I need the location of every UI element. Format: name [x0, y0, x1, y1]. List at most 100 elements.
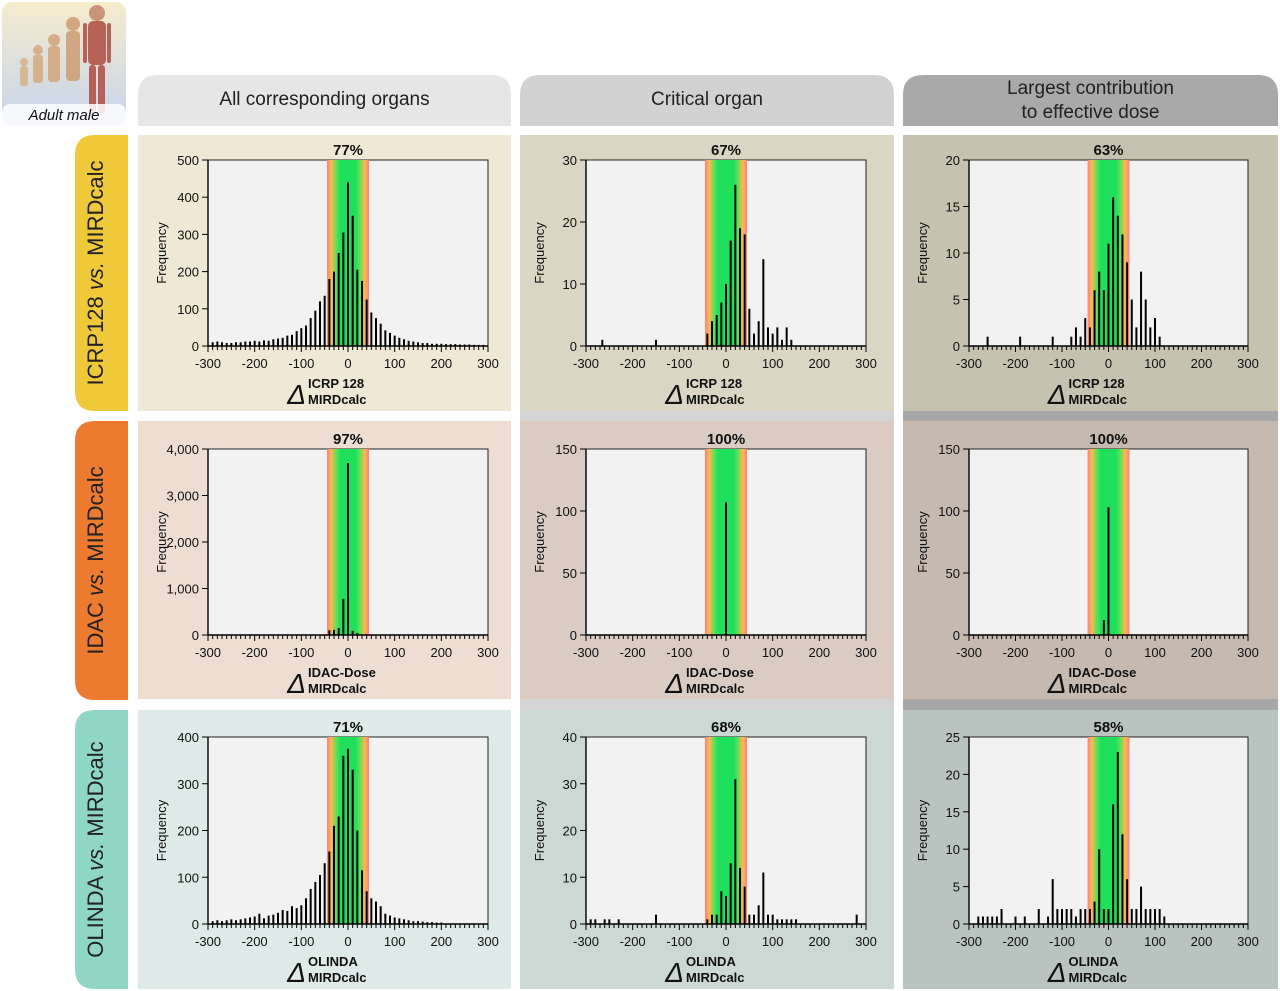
x-tick-label: 200	[430, 934, 452, 949]
y-tick-label: 10	[563, 277, 577, 292]
x-tick-label: 300	[477, 934, 499, 949]
agreement-percentage: 100%	[707, 431, 745, 448]
x-tick-label: -300	[195, 356, 221, 371]
x-axis-delta-label: Δ	[286, 379, 306, 410]
y-tick-label: 50	[946, 566, 960, 581]
x-tick-label: 300	[855, 645, 877, 660]
column-header: Largest contribution to effective dose	[903, 75, 1278, 126]
histogram-chart: -300 -200 -100 0 100 200 300 0 10 20 30 Frequency 67…	[532, 142, 877, 410]
column-headers: All corresponding organs Critical organ La…	[138, 75, 1278, 126]
x-tick-label: 300	[477, 356, 499, 371]
x-tick-label: 200	[808, 934, 830, 949]
x-axis-delta-label: Δ	[1047, 957, 1067, 988]
x-axis-superscript: ICRP 128	[1069, 376, 1125, 391]
x-tick-label: 200	[1191, 356, 1213, 371]
x-axis-subscript: MIRDcalc	[1069, 681, 1128, 696]
x-axis-delta-label: Δ	[286, 957, 306, 988]
x-axis-superscript: IDAC-Dose	[686, 665, 754, 680]
x-tick-label: -300	[573, 645, 599, 660]
x-tick-label: -200	[242, 645, 268, 660]
x-tick-label: 0	[1105, 645, 1112, 660]
histogram-chart: -300 -200 -100 0 100 200 300 0 1,000 2,000 3,000 4,…	[154, 431, 499, 699]
column-header-label: Critical organ	[651, 89, 763, 110]
x-tick-label: -300	[956, 934, 982, 949]
x-axis-delta-label: Δ	[664, 957, 684, 988]
x-axis-delta-label: Δ	[664, 379, 684, 410]
row-header-tab	[75, 135, 128, 411]
y-tick-label: 0	[953, 628, 960, 643]
y-tick-label: 100	[555, 504, 577, 519]
x-axis-delta-label: Δ	[1047, 668, 1067, 699]
x-tick-label: 100	[762, 356, 784, 371]
column-header-label: Largest contribution	[1007, 78, 1174, 99]
x-tick-label: -200	[620, 645, 646, 660]
x-tick-label: -300	[195, 645, 221, 660]
x-axis-delta-label: Δ	[664, 668, 684, 699]
y-tick-label: 3,000	[166, 489, 199, 504]
y-tick-label: 500	[177, 153, 199, 168]
y-tick-label: 50	[563, 566, 577, 581]
agreement-percentage: 68%	[711, 719, 741, 736]
histogram-chart: -300 -200 -100 0 100 200 300 0 100 200 300 400 500 Fr…	[154, 142, 499, 410]
agreement-percentage: 63%	[1093, 142, 1123, 159]
x-tick-label: -200	[1002, 645, 1028, 660]
column-header-tab	[903, 75, 1278, 126]
x-axis-superscript: OLINDA	[686, 954, 736, 969]
x-tick-label: 200	[808, 356, 830, 371]
y-axis-label: Frequency	[532, 799, 547, 861]
y-tick-label: 20	[563, 824, 577, 839]
x-tick-label: 300	[1237, 934, 1259, 949]
x-tick-label: -100	[288, 645, 314, 660]
x-axis-delta-label: Δ	[286, 668, 306, 699]
y-axis-label: Frequency	[915, 799, 930, 861]
x-tick-label: 300	[855, 356, 877, 371]
x-tick-label: -100	[1049, 356, 1075, 371]
row-header-label: ICRP128 vs. MIRDcalc	[83, 161, 108, 386]
x-tick-label: -300	[573, 934, 599, 949]
agreement-percentage: 71%	[333, 719, 363, 736]
y-tick-label: 15	[946, 200, 960, 215]
x-tick-label: 100	[1144, 645, 1166, 660]
y-tick-label: 30	[563, 777, 577, 792]
y-axis-label: Frequency	[532, 511, 547, 573]
histogram-chart: -300 -200 -100 0 100 200 300 0 50 100 150 Frequency…	[915, 431, 1259, 699]
x-tick-label: 0	[344, 934, 351, 949]
agreement-percentage: 100%	[1089, 431, 1127, 448]
x-tick-label: 200	[430, 356, 452, 371]
y-tick-label: 10	[946, 842, 960, 857]
row-separator	[903, 411, 1278, 421]
x-tick-label: -100	[666, 645, 692, 660]
row-separator	[903, 699, 1278, 710]
column-header: All corresponding organs	[138, 75, 511, 126]
x-tick-label: -300	[956, 356, 982, 371]
x-axis-subscript: MIRDcalc	[1069, 970, 1128, 985]
x-tick-label: 100	[762, 645, 784, 660]
x-axis-subscript: MIRDcalc	[686, 970, 745, 985]
histogram-grid: -300 -200 -100 0 100 200 3000100200300400500Fr…	[154, 142, 1259, 988]
x-axis-superscript: ICRP 128	[308, 376, 364, 391]
y-tick-label: 10	[563, 870, 577, 885]
y-tick-label: 100	[938, 504, 960, 519]
x-tick-label: 0	[722, 934, 729, 949]
row-header-label-text: MIRDcalc	[83, 466, 108, 567]
histogram-chart: -300 -200 -100 0 100 200 300 0 10 20 30 40 Frequency…	[532, 719, 877, 988]
y-tick-label: 0	[953, 339, 960, 354]
x-tick-label: 0	[722, 645, 729, 660]
column-header: Critical organ	[520, 75, 894, 126]
y-tick-label: 20	[563, 215, 577, 230]
x-tick-label: 100	[1144, 934, 1166, 949]
x-tick-label: -100	[288, 934, 314, 949]
x-tick-label: 0	[344, 645, 351, 660]
row-header-label-vs: vs.	[83, 843, 108, 871]
y-tick-label: 2,000	[166, 535, 199, 550]
agreement-percentage: 67%	[711, 142, 741, 159]
agreement-percentage: 77%	[333, 142, 363, 159]
x-tick-label: -100	[1049, 934, 1075, 949]
y-tick-label: 100	[177, 302, 199, 317]
x-tick-label: 100	[1144, 356, 1166, 371]
row-header: IDAC vs. MIRDcalc	[75, 421, 128, 700]
x-tick-label: -100	[666, 356, 692, 371]
x-tick-label: 200	[808, 645, 830, 660]
row-header-label: OLINDA vs. MIRDcalc	[83, 741, 108, 957]
